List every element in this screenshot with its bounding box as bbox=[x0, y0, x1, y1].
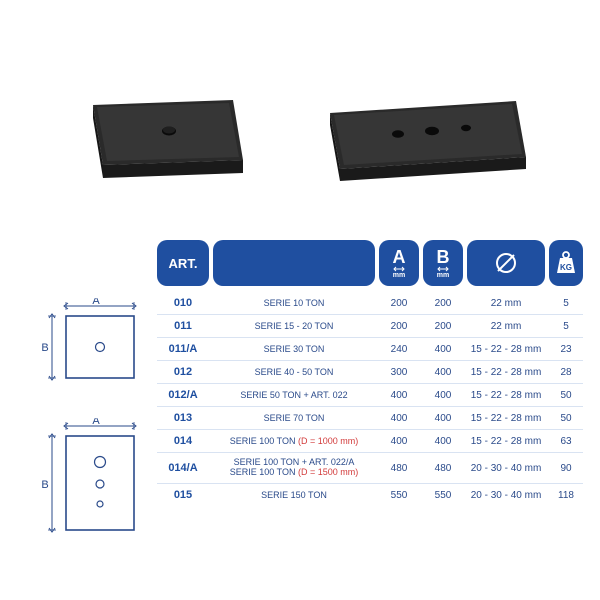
plate-image-single-hole bbox=[63, 65, 263, 195]
table-row: 014/A SERIE 100 TON + ART. 022/ASERIE 100… bbox=[157, 453, 583, 484]
diagram-rectangle: A B bbox=[40, 418, 145, 538]
cell-b: 400 bbox=[423, 390, 463, 401]
cell-art: 011/A bbox=[157, 343, 209, 355]
weight-icon: KG bbox=[553, 250, 579, 276]
table-body: 010 SERIE 10 TON 200 200 22 mm 5 011 SERIE 15 -… bbox=[157, 292, 583, 506]
cell-b: 200 bbox=[423, 321, 463, 332]
cell-art: 015 bbox=[157, 489, 209, 501]
spec-table: ART. A mm B mm bbox=[157, 240, 583, 538]
cell-diameter: 20 - 30 - 40 mm bbox=[467, 463, 545, 474]
cell-desc: SERIE 70 TON bbox=[213, 413, 375, 423]
cell-a: 200 bbox=[379, 298, 419, 309]
diameter-icon bbox=[493, 250, 519, 276]
table-row: 014 SERIE 100 TON (D = 1000 mm) 400 400 15 -… bbox=[157, 430, 583, 453]
cell-desc: SERIE 40 - 50 TON bbox=[213, 367, 375, 377]
cell-b: 400 bbox=[423, 344, 463, 355]
dimension-diagrams: A B A bbox=[40, 240, 145, 538]
th-a: A mm bbox=[379, 240, 419, 286]
cell-kg: 28 bbox=[549, 367, 583, 378]
cell-kg: 5 bbox=[549, 298, 583, 309]
cell-a: 200 bbox=[379, 321, 419, 332]
svg-text:B: B bbox=[41, 479, 48, 491]
cell-kg: 50 bbox=[549, 413, 583, 424]
table-row: 013 SERIE 70 TON 400 400 15 - 22 - 28 mm 50 bbox=[157, 407, 583, 430]
cell-kg: 50 bbox=[549, 390, 583, 401]
svg-text:B: B bbox=[41, 342, 48, 354]
cell-diameter: 15 - 22 - 28 mm bbox=[467, 344, 545, 355]
cell-kg: 63 bbox=[549, 436, 583, 447]
cell-b: 480 bbox=[423, 463, 463, 474]
product-images bbox=[40, 40, 560, 220]
cell-kg: 23 bbox=[549, 344, 583, 355]
cell-a: 400 bbox=[379, 390, 419, 401]
cell-art: 013 bbox=[157, 412, 209, 424]
cell-diameter: 22 mm bbox=[467, 321, 545, 332]
cell-art: 011 bbox=[157, 320, 209, 332]
cell-a: 400 bbox=[379, 436, 419, 447]
cell-desc: SERIE 100 TON + ART. 022/ASERIE 100 TON … bbox=[213, 458, 375, 478]
th-desc bbox=[213, 240, 375, 286]
cell-a: 240 bbox=[379, 344, 419, 355]
cell-a: 300 bbox=[379, 367, 419, 378]
cell-kg: 118 bbox=[549, 490, 583, 501]
cell-kg: 90 bbox=[549, 463, 583, 474]
svg-text:A: A bbox=[92, 418, 100, 427]
cell-diameter: 15 - 22 - 28 mm bbox=[467, 367, 545, 378]
cell-b: 550 bbox=[423, 490, 463, 501]
cell-art: 014 bbox=[157, 435, 209, 447]
diagram-square: A B bbox=[40, 298, 145, 390]
svg-text:KG: KG bbox=[560, 263, 572, 272]
cell-art: 010 bbox=[157, 297, 209, 309]
table-row: 012 SERIE 40 - 50 TON 300 400 15 - 22 - 28 m… bbox=[157, 361, 583, 384]
cell-desc: SERIE 15 - 20 TON bbox=[213, 321, 375, 331]
cell-desc: SERIE 100 TON (D = 1000 mm) bbox=[213, 436, 375, 446]
cell-diameter: 15 - 22 - 28 mm bbox=[467, 390, 545, 401]
th-weight: KG bbox=[549, 240, 583, 286]
cell-a: 400 bbox=[379, 413, 419, 424]
th-diameter bbox=[467, 240, 545, 286]
cell-desc: SERIE 50 TON + ART. 022 bbox=[213, 390, 375, 400]
table-row: 012/A SERIE 50 TON + ART. 022 400 400 15 - 2… bbox=[157, 384, 583, 407]
th-b: B mm bbox=[423, 240, 463, 286]
plate-image-three-holes bbox=[308, 65, 538, 195]
cell-art: 012 bbox=[157, 366, 209, 378]
table-header: ART. A mm B mm bbox=[157, 240, 583, 286]
cell-diameter: 20 - 30 - 40 mm bbox=[467, 490, 545, 501]
th-art: ART. bbox=[157, 240, 209, 286]
cell-b: 400 bbox=[423, 436, 463, 447]
cell-a: 480 bbox=[379, 463, 419, 474]
cell-art: 014/A bbox=[157, 462, 209, 474]
table-row: 015 SERIE 150 TON 550 550 20 - 30 - 40 mm 118 bbox=[157, 484, 583, 506]
cell-b: 400 bbox=[423, 367, 463, 378]
cell-desc: SERIE 10 TON bbox=[213, 298, 375, 308]
table-row: 011 SERIE 15 - 20 TON 200 200 22 mm 5 bbox=[157, 315, 583, 338]
cell-desc: SERIE 30 TON bbox=[213, 344, 375, 354]
cell-b: 200 bbox=[423, 298, 463, 309]
cell-kg: 5 bbox=[549, 321, 583, 332]
cell-a: 550 bbox=[379, 490, 419, 501]
table-row: 011/A SERIE 30 TON 240 400 15 - 22 - 28 mm 23 bbox=[157, 338, 583, 361]
cell-desc: SERIE 150 TON bbox=[213, 490, 375, 500]
cell-diameter: 22 mm bbox=[467, 298, 545, 309]
table-row: 010 SERIE 10 TON 200 200 22 mm 5 bbox=[157, 292, 583, 315]
cell-diameter: 15 - 22 - 28 mm bbox=[467, 436, 545, 447]
cell-diameter: 15 - 22 - 28 mm bbox=[467, 413, 545, 424]
svg-text:A: A bbox=[92, 298, 100, 307]
cell-art: 012/A bbox=[157, 389, 209, 401]
cell-b: 400 bbox=[423, 413, 463, 424]
